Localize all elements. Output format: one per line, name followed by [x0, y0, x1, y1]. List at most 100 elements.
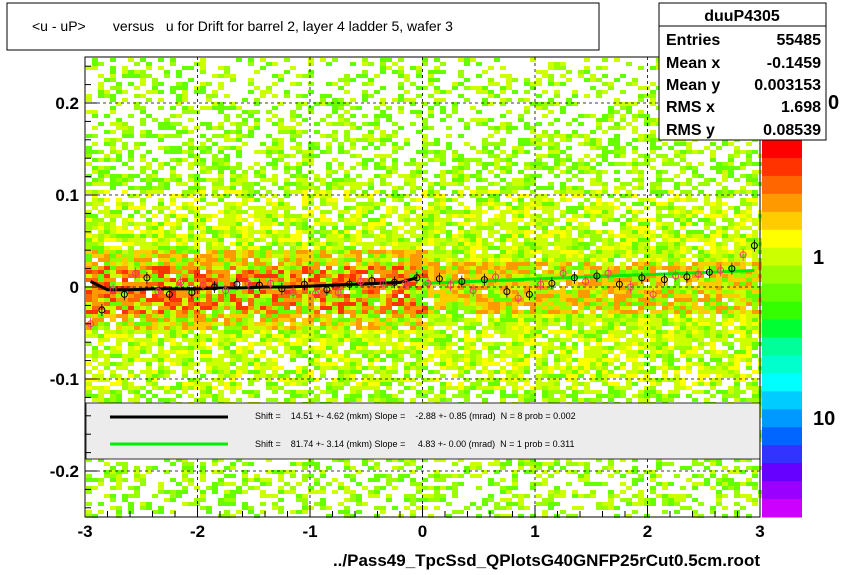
heat-cell: [212, 154, 218, 158]
heat-cell: [308, 310, 314, 314]
heat-cell: [674, 162, 680, 166]
heat-cell: [614, 138, 620, 142]
heat-cell: [506, 306, 512, 310]
heat-cell: [344, 254, 350, 258]
heat-cell: [338, 242, 344, 246]
heat-cell: [752, 202, 758, 206]
heat-cell: [440, 298, 446, 302]
heat-cell: [170, 122, 176, 126]
heat-cell: [686, 302, 692, 306]
heat-cell: [626, 286, 632, 290]
heat-cell: [638, 278, 644, 282]
heat-cell: [410, 290, 416, 294]
heat-cell: [338, 78, 344, 82]
heat-cell: [758, 286, 764, 290]
heat-cell: [308, 226, 314, 230]
heat-cell: [758, 246, 764, 250]
heat-cell: [278, 318, 284, 322]
heat-cell: [350, 222, 356, 226]
heat-cell: [134, 74, 140, 78]
heat-cell: [290, 206, 296, 210]
heat-cell: [476, 310, 482, 314]
heat-cell: [98, 62, 104, 66]
heat-cell: [434, 274, 440, 278]
heat-cell: [416, 310, 422, 314]
heat-cell: [284, 58, 290, 62]
heat-cell: [680, 278, 686, 282]
heat-cell: [482, 258, 488, 262]
heat-cell: [188, 250, 194, 254]
heat-cell: [506, 202, 512, 206]
heat-cell: [392, 294, 398, 298]
heat-cell: [398, 262, 404, 266]
heat-cell: [374, 270, 380, 274]
heat-cell: [296, 294, 302, 298]
heat-cell: [122, 310, 128, 314]
heat-cell: [308, 142, 314, 146]
heat-cell: [512, 250, 518, 254]
heat-cell: [476, 222, 482, 226]
heat-cell: [656, 174, 662, 178]
heat-cell: [206, 314, 212, 318]
heat-cell: [230, 202, 236, 206]
heat-cell: [650, 218, 656, 222]
heat-cell: [248, 238, 254, 242]
heat-cell: [410, 262, 416, 266]
heat-cell: [458, 250, 464, 254]
heat-cell: [440, 118, 446, 122]
heat-cell: [686, 214, 692, 218]
heat-cell: [104, 166, 110, 170]
heat-cell: [602, 258, 608, 262]
heat-cell: [704, 322, 710, 326]
heat-cell: [200, 58, 206, 62]
heat-cell: [620, 286, 626, 290]
heat-cell: [686, 190, 692, 194]
heat-cell: [362, 266, 368, 270]
heat-cell: [710, 150, 716, 154]
heat-cell: [446, 210, 452, 214]
heat-cell: [620, 114, 626, 118]
heat-cell: [86, 250, 92, 254]
heat-cell: [158, 90, 164, 94]
heat-cell: [278, 74, 284, 78]
heat-cell: [704, 306, 710, 310]
heat-cell: [680, 154, 686, 158]
heat-cell: [356, 106, 362, 110]
heat-cell: [218, 218, 224, 222]
heat-cell: [398, 330, 404, 334]
heat-cell: [398, 282, 404, 286]
heat-cell: [464, 270, 470, 274]
heat-cell: [428, 210, 434, 214]
heat-cell: [86, 326, 92, 330]
heat-cell: [464, 238, 470, 242]
heat-cell: [398, 298, 404, 302]
heat-cell: [590, 322, 596, 326]
heat-cell: [656, 222, 662, 226]
heat-cell: [314, 194, 320, 198]
heat-cell: [428, 290, 434, 294]
heat-cell: [734, 314, 740, 318]
heat-cell: [410, 326, 416, 330]
heat-cell: [512, 162, 518, 166]
heat-cell: [446, 262, 452, 266]
heat-cell: [746, 178, 752, 182]
heat-cell: [380, 306, 386, 310]
heat-cell: [116, 326, 122, 330]
heat-cell: [740, 202, 746, 206]
heat-cell: [626, 242, 632, 246]
heat-cell: [86, 174, 92, 178]
heat-cell: [704, 250, 710, 254]
heat-cell: [116, 294, 122, 298]
heat-cell: [404, 250, 410, 254]
heat-cell: [98, 250, 104, 254]
heat-cell: [368, 290, 374, 294]
heat-cell: [710, 242, 716, 246]
heat-cell: [464, 246, 470, 250]
heat-cell: [344, 74, 350, 78]
heat-cell: [698, 246, 704, 250]
heat-cell: [416, 74, 422, 78]
heat-cell: [146, 306, 152, 310]
heat-cell: [404, 294, 410, 298]
heat-cell: [128, 302, 134, 306]
heat-cell: [278, 150, 284, 154]
